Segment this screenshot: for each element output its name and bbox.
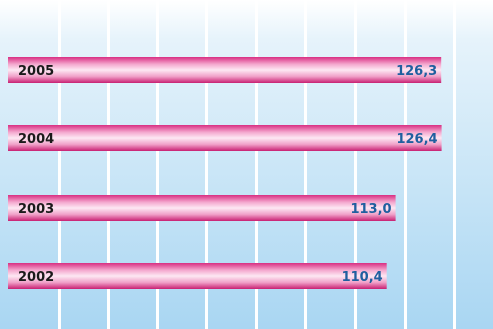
grid-line <box>205 0 208 329</box>
category-label: 2004 <box>18 132 54 147</box>
bar-2005 <box>8 57 442 83</box>
value-label: 113,0 <box>350 202 391 217</box>
bar-2003 <box>8 195 396 221</box>
grid-line <box>404 0 407 329</box>
value-label: 126,3 <box>396 64 437 79</box>
bar-2002 <box>8 263 387 289</box>
grid-line <box>453 0 456 329</box>
grid-line <box>354 0 357 329</box>
category-label: 2005 <box>18 64 54 79</box>
grid-line <box>58 0 61 329</box>
category-label: 2003 <box>18 202 54 217</box>
grid-line <box>107 0 110 329</box>
grid-lines <box>58 0 456 329</box>
category-label: 2002 <box>18 270 54 285</box>
grid-line <box>304 0 307 329</box>
bars-group <box>8 57 442 289</box>
bar-2004 <box>8 125 442 151</box>
value-label: 110,4 <box>342 270 383 285</box>
grid-line <box>156 0 159 329</box>
labels-group: 2005 126,3 2004 126,4 2003 113,0 2002 110,4 <box>18 64 438 285</box>
value-label: 126,4 <box>396 132 437 147</box>
grid-line <box>255 0 258 329</box>
